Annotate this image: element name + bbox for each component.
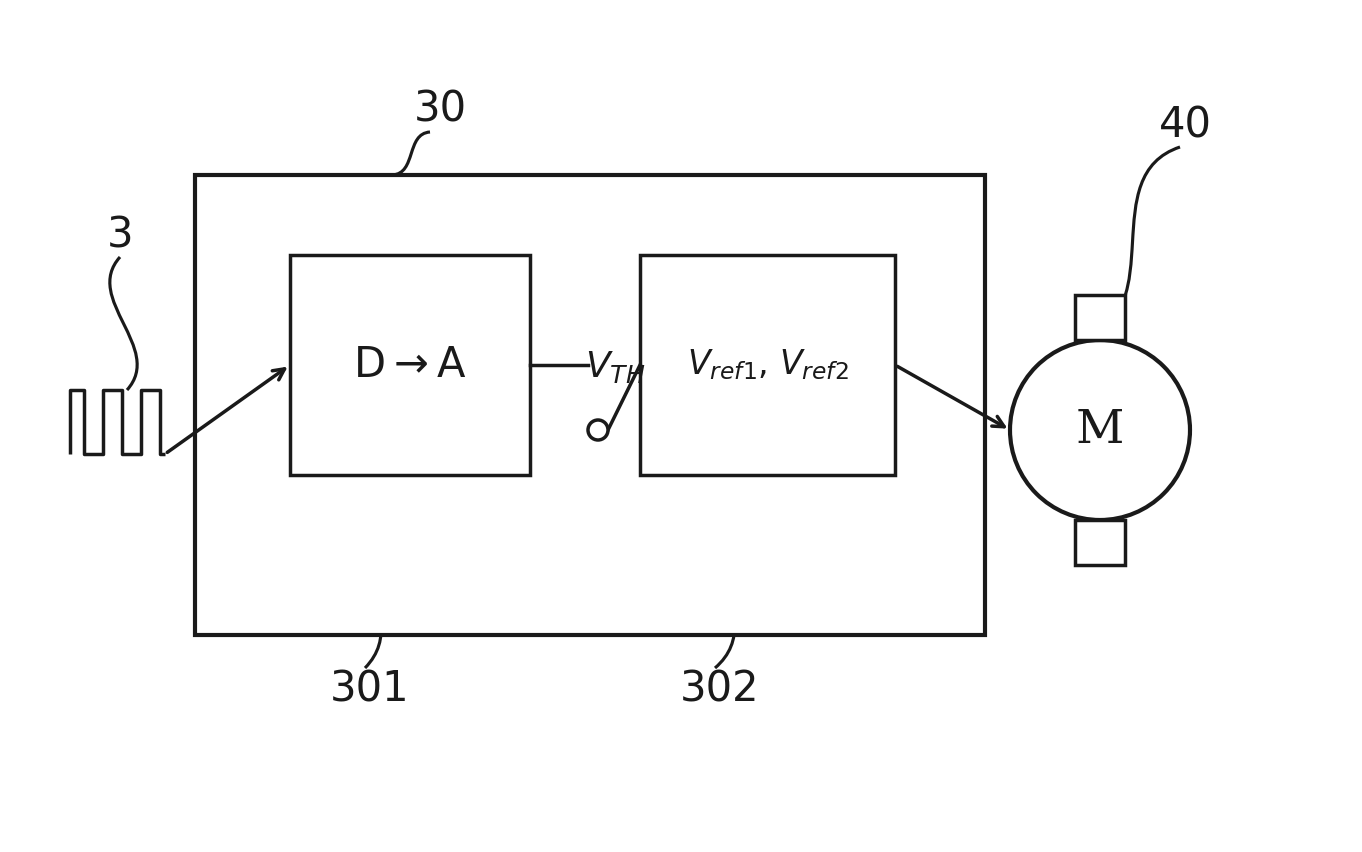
Bar xyxy=(1075,295,1125,340)
Bar xyxy=(640,255,895,475)
Text: M: M xyxy=(1076,407,1124,452)
Bar xyxy=(290,255,530,475)
Circle shape xyxy=(588,420,607,440)
Text: $\mathit{V}_{TH}$: $\mathit{V}_{TH}$ xyxy=(586,349,646,385)
Text: 301: 301 xyxy=(330,669,410,711)
Ellipse shape xyxy=(1011,340,1190,520)
Text: 40: 40 xyxy=(1159,104,1212,146)
Text: 3: 3 xyxy=(106,214,133,256)
Text: $\mathit{V}_{ref1}$, $\mathit{V}_{ref2}$: $\mathit{V}_{ref1}$, $\mathit{V}_{ref2}$ xyxy=(686,348,849,383)
Text: 30: 30 xyxy=(414,89,467,131)
Text: 302: 302 xyxy=(680,669,760,711)
Text: D$\rightarrow$A: D$\rightarrow$A xyxy=(353,344,467,386)
Bar xyxy=(1075,520,1125,565)
Bar xyxy=(195,175,985,635)
